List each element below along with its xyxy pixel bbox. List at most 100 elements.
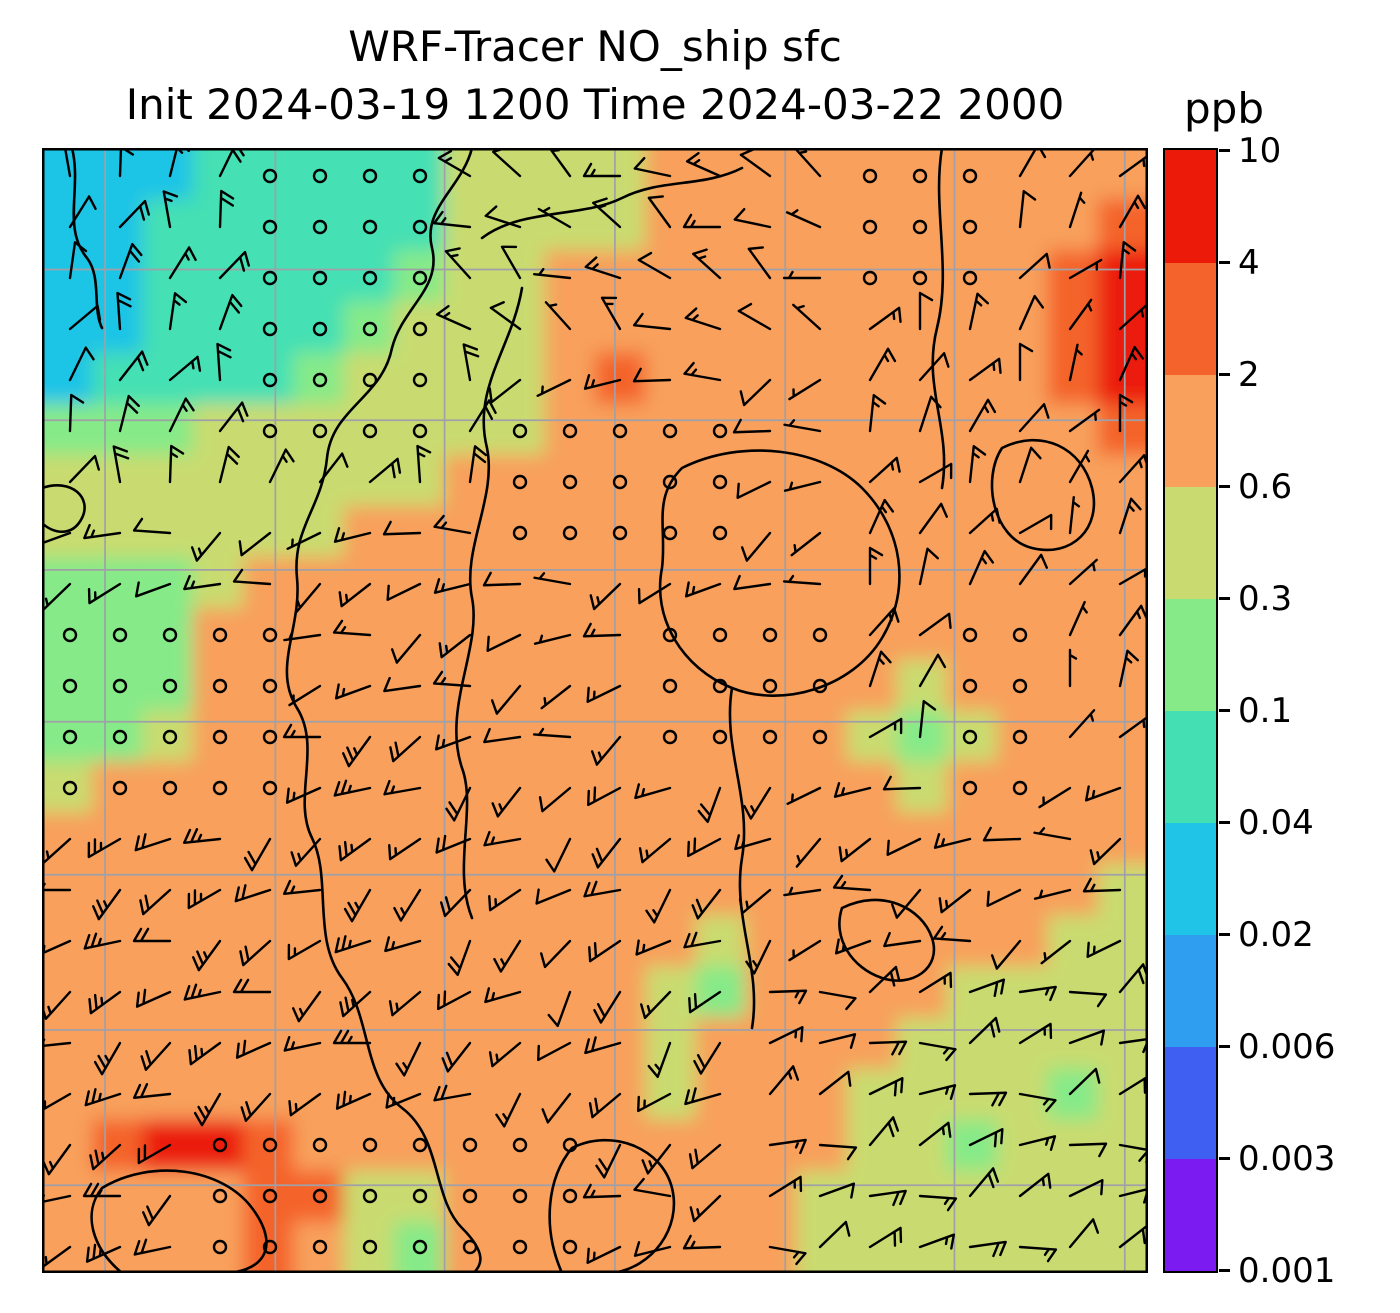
wind-barb [68, 241, 88, 280]
heatmap-cell [494, 352, 546, 405]
wind-barb [390, 633, 422, 664]
heatmap-cell [42, 557, 94, 610]
heatmap-cell [796, 403, 848, 457]
heatmap-cell [494, 1170, 546, 1224]
wind-barb [968, 1091, 1008, 1107]
heatmap-cell [1047, 1017, 1099, 1070]
heatmap-cell [544, 199, 597, 252]
wind-barb [493, 939, 522, 973]
field-blur-group [42, 148, 1148, 1273]
wind-barb [332, 619, 372, 637]
calm-wind-circle [712, 678, 728, 694]
calm-wind-circle [912, 219, 928, 235]
wind-barb [268, 448, 295, 484]
wind-barb [437, 990, 472, 1011]
wind-barb [1068, 709, 1096, 739]
wind-barb [968, 1128, 1004, 1148]
heatmap-cell [343, 403, 396, 457]
heatmap-cell [142, 250, 195, 303]
heatmap-cell [946, 301, 999, 354]
heatmap-cell [846, 1068, 898, 1121]
wind-barb [333, 779, 372, 797]
heatmap-cell [595, 352, 647, 405]
wind-barb [547, 990, 572, 1028]
wind-barb [532, 727, 572, 739]
wind-barb [641, 1143, 672, 1175]
heatmap-cell [142, 352, 195, 405]
wind-barb [139, 888, 172, 916]
heatmap-cell [997, 1017, 1049, 1070]
wind-barb [232, 568, 272, 586]
wind-barb [118, 350, 149, 382]
heatmap-cell [745, 915, 798, 968]
heatmap-cell [192, 199, 245, 252]
heatmap-cell [42, 710, 94, 763]
heatmap-cell [243, 1170, 295, 1224]
wind-barb [1018, 446, 1042, 484]
wind-barb [235, 1039, 272, 1059]
calm-wind-circle [562, 525, 578, 541]
wind-barb [688, 990, 722, 1014]
colorbar-tick-label: 0.3 [1238, 578, 1293, 619]
wind-barb [536, 378, 572, 397]
calm-wind-circle [662, 678, 678, 694]
wind-barb [183, 983, 222, 1001]
heatmap-cell [896, 1221, 949, 1273]
wind-barb [389, 735, 422, 763]
calm-wind-circle [312, 270, 328, 286]
heatmap-cell [695, 659, 748, 712]
heatmap-cell [1097, 812, 1148, 866]
wind-barb [968, 398, 997, 433]
heatmap-cell [997, 454, 1049, 508]
wind-barb [1068, 1067, 1101, 1096]
wind-barb [338, 837, 372, 862]
heatmap-cell [846, 250, 898, 303]
heatmap-cell [293, 199, 345, 252]
figure-title-line2: Init 2024-03-19 1200 Time 2024-03-22 200… [125, 80, 1065, 129]
heatmap-cell [42, 608, 94, 661]
calm-wind-circle [612, 525, 628, 541]
wind-barb [918, 395, 942, 433]
heatmap-cell [293, 1119, 345, 1172]
wind-barb [588, 939, 622, 963]
calm-wind-circle [262, 729, 278, 745]
heatmap-cell [192, 1170, 245, 1224]
colorbar-segment [1165, 1158, 1216, 1271]
heatmap-cell [192, 250, 245, 303]
heatmap-cell [293, 1170, 345, 1224]
calm-wind-circle [812, 678, 828, 694]
heatmap-cell [444, 301, 496, 354]
heatmap-cell [192, 505, 245, 559]
heatmap-cell [645, 1119, 697, 1172]
wind-barb [868, 498, 895, 535]
heatmap-cell [494, 403, 546, 457]
wind-barb [342, 735, 372, 768]
calm-wind-circle [962, 729, 978, 745]
wind-barb [93, 1041, 122, 1076]
heatmap-cell [695, 403, 748, 457]
heatmap-cell [645, 1170, 697, 1224]
wind-barb [118, 242, 143, 280]
calm-wind-circle [112, 780, 128, 796]
wind-barb [288, 1092, 322, 1117]
heatmap-cell [393, 199, 446, 252]
wind-barb [882, 775, 922, 791]
heatmap-cell [695, 454, 748, 508]
wind-barb [462, 343, 480, 382]
calm-wind-circle [812, 729, 828, 745]
wind-barb [140, 1041, 172, 1071]
wind-barb [393, 888, 422, 922]
wind-barb [116, 291, 132, 331]
wind-barb [42, 582, 72, 611]
wind-barb [68, 454, 100, 484]
calm-wind-circle [962, 168, 978, 184]
heatmap-cell [946, 1017, 999, 1070]
wind-barb [792, 303, 822, 331]
calm-wind-circle [712, 627, 728, 643]
wind-barb [1118, 497, 1142, 535]
wind-barb [795, 837, 822, 868]
wind-barb [395, 1041, 422, 1077]
wind-barb [918, 971, 953, 994]
wind-barb [733, 574, 772, 591]
calm-wind-circle [312, 1188, 328, 1204]
